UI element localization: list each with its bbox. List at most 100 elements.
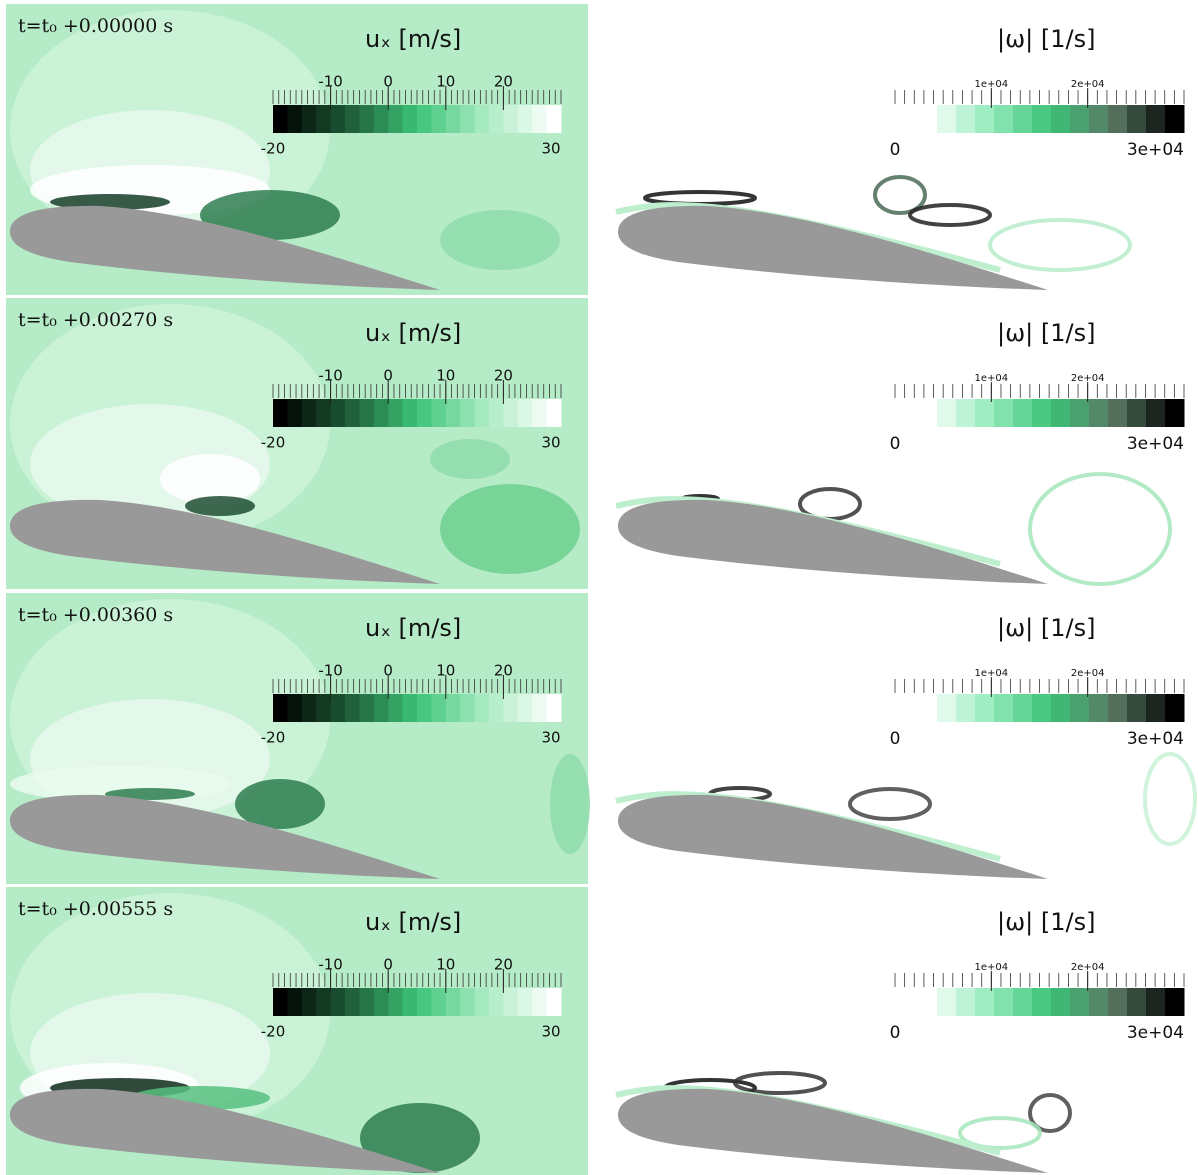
colorbar-swatch bbox=[1051, 399, 1071, 427]
colorbar-swatch bbox=[446, 988, 461, 1016]
colorbar-swatch bbox=[489, 694, 504, 722]
tick-label: 1e+04 bbox=[975, 373, 1009, 384]
colorbar-swatch bbox=[1108, 399, 1128, 427]
tick-label: -10 bbox=[318, 73, 343, 91]
colorbar-title: uₓ [m/s] bbox=[365, 25, 461, 53]
colorbar-swatch bbox=[431, 105, 446, 133]
colorbar-swatch bbox=[1051, 988, 1071, 1016]
colorbar-swatch bbox=[1032, 399, 1052, 427]
colorbar-swatch bbox=[316, 399, 331, 427]
colorbar-swatch bbox=[532, 694, 547, 722]
tick-label: 2e+04 bbox=[1071, 962, 1105, 973]
colorbar-swatch bbox=[345, 105, 360, 133]
time-label: t=t₀ +0.00360 s bbox=[18, 604, 173, 626]
time-label: t=t₀ +0.00270 s bbox=[18, 309, 173, 331]
tick-label: 3e+04 bbox=[1127, 434, 1184, 454]
colorbar-swatch bbox=[331, 105, 346, 133]
colorbar-swatch bbox=[273, 399, 288, 427]
colorbar-swatch bbox=[1165, 694, 1185, 722]
colorbar-swatch bbox=[331, 988, 346, 1016]
colorbar-swatch bbox=[918, 105, 938, 133]
colorbar-swatch bbox=[1165, 988, 1185, 1016]
colorbar-swatch bbox=[956, 988, 976, 1016]
tick-label: 0 bbox=[890, 434, 901, 454]
colorbar-swatch bbox=[431, 694, 446, 722]
colorbar-swatch bbox=[475, 105, 490, 133]
colorbar-swatch bbox=[1032, 105, 1052, 133]
colorbar-swatch bbox=[1127, 694, 1147, 722]
colorbar-swatch bbox=[532, 988, 547, 1016]
colorbar-swatch bbox=[1146, 399, 1166, 427]
colorbar-swatch bbox=[403, 694, 418, 722]
colorbar-swatch bbox=[403, 105, 418, 133]
colorbar-swatch bbox=[388, 105, 403, 133]
colorbar-swatch bbox=[374, 105, 389, 133]
colorbar-title: |ω| [1/s] bbox=[997, 908, 1095, 936]
colorbar-swatch bbox=[403, 399, 418, 427]
colorbar-swatch bbox=[316, 988, 331, 1016]
colorbar-swatch bbox=[994, 988, 1014, 1016]
colorbar-swatch bbox=[518, 988, 533, 1016]
colorbar-swatch bbox=[1165, 399, 1185, 427]
colorbar-swatch bbox=[460, 399, 475, 427]
colorbar-swatch bbox=[359, 105, 374, 133]
colorbar-swatch bbox=[1070, 105, 1090, 133]
colorbar-swatch bbox=[937, 988, 957, 1016]
colorbar-swatch bbox=[518, 694, 533, 722]
colorbar-swatch bbox=[975, 399, 995, 427]
colorbar-swatch bbox=[359, 988, 374, 1016]
colorbar-swatch bbox=[937, 105, 957, 133]
colorbar-swatch bbox=[503, 105, 518, 133]
colorbar-swatch bbox=[417, 988, 432, 1016]
tick-label: 10 bbox=[436, 367, 455, 385]
colorbar-swatch bbox=[374, 988, 389, 1016]
colorbar-swatch bbox=[388, 399, 403, 427]
colorbar-swatch bbox=[994, 694, 1014, 722]
colorbar-swatch bbox=[937, 399, 957, 427]
colorbar-swatch bbox=[302, 694, 317, 722]
colorbar-swatch bbox=[417, 399, 432, 427]
colorbar-swatch bbox=[302, 105, 317, 133]
tick-label: 2e+04 bbox=[1071, 373, 1105, 384]
colorbar-swatch bbox=[287, 988, 302, 1016]
colorbar-swatch bbox=[460, 105, 475, 133]
colorbar-swatch bbox=[1089, 105, 1109, 133]
colorbar-swatch bbox=[431, 399, 446, 427]
ux-contour bbox=[185, 496, 255, 516]
colorbar-swatch bbox=[345, 694, 360, 722]
colorbar-swatch bbox=[431, 988, 446, 1016]
colorbar-swatch bbox=[1108, 988, 1128, 1016]
colorbar-swatch bbox=[345, 399, 360, 427]
colorbar-swatch bbox=[1070, 399, 1090, 427]
colorbar-swatch bbox=[475, 694, 490, 722]
colorbar-swatch bbox=[446, 399, 461, 427]
tick-label: -20 bbox=[261, 434, 286, 452]
tick-label: 1e+04 bbox=[975, 962, 1009, 973]
colorbar-swatch bbox=[417, 105, 432, 133]
colorbar-swatch bbox=[956, 694, 976, 722]
colorbar-swatch bbox=[1032, 694, 1052, 722]
colorbar-swatch bbox=[918, 399, 938, 427]
colorbar-swatch bbox=[273, 988, 288, 1016]
colorbar-swatch bbox=[918, 694, 938, 722]
colorbar-swatch bbox=[1165, 105, 1185, 133]
colorbar-swatch bbox=[1108, 105, 1128, 133]
colorbar-swatch bbox=[359, 399, 374, 427]
colorbar-swatch bbox=[532, 399, 547, 427]
colorbar-swatch bbox=[918, 988, 938, 1016]
tick-label: -10 bbox=[318, 367, 343, 385]
tick-label: 2e+04 bbox=[1071, 79, 1105, 90]
colorbar-swatch bbox=[975, 105, 995, 133]
colorbar-swatch bbox=[273, 105, 288, 133]
colorbar-swatch bbox=[374, 399, 389, 427]
colorbar-swatch bbox=[1127, 988, 1147, 1016]
tick-label: 2e+04 bbox=[1071, 668, 1105, 679]
ux-contour bbox=[440, 210, 560, 270]
colorbar-swatch bbox=[1146, 988, 1166, 1016]
colorbar-swatch bbox=[403, 988, 418, 1016]
colorbar-swatch bbox=[359, 694, 374, 722]
colorbar-swatch bbox=[374, 694, 389, 722]
colorbar-swatch bbox=[975, 988, 995, 1016]
tick-label: 1e+04 bbox=[975, 668, 1009, 679]
colorbar-swatch bbox=[331, 694, 346, 722]
